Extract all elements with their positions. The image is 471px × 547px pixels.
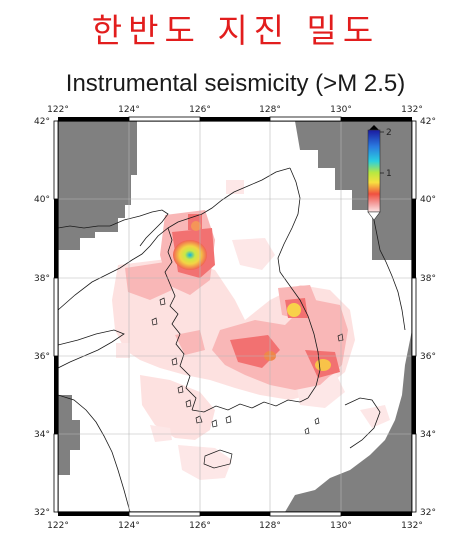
lon-label: 126° — [189, 521, 211, 531]
colorbar-max-arrow — [369, 125, 379, 130]
no-data-region-southwest — [58, 395, 80, 475]
lat-label: 36° — [34, 352, 50, 362]
lat-labels-left: 42° 40° 38° 36° 34° 32° — [34, 117, 50, 518]
lon-label: 122° — [47, 105, 69, 115]
lat-label: 42° — [34, 117, 50, 127]
lon-label: 124° — [118, 521, 140, 531]
map-frame — [53, 116, 417, 517]
no-data-region-northeast — [295, 121, 412, 260]
lat-label: 36° — [420, 352, 436, 362]
lon-label: 126° — [189, 105, 211, 115]
no-data-region-southeast — [285, 330, 412, 512]
lat-label: 32° — [34, 508, 50, 518]
jeju-island — [203, 449, 233, 469]
lon-label: 130° — [330, 521, 352, 531]
colorbar-tick-label: 2 — [386, 128, 392, 138]
seismicity-density-layer — [112, 180, 390, 480]
lon-label: 124° — [118, 105, 140, 115]
lat-label: 38° — [420, 274, 436, 284]
lat-label: 38° — [34, 274, 50, 284]
lon-label: 128° — [259, 521, 281, 531]
lon-label: 132° — [401, 521, 423, 531]
lat-label: 40° — [34, 195, 50, 205]
graticule — [58, 121, 412, 512]
lat-label: 34° — [34, 430, 50, 440]
lat-label: 40° — [420, 195, 436, 205]
lon-label: 122° — [47, 521, 69, 531]
ulleung-island — [337, 333, 344, 342]
coastlines — [58, 167, 406, 512]
lon-labels-top: 122° 124° 126° 128° 130° 132° — [47, 105, 423, 115]
lon-label: 132° — [401, 105, 423, 115]
lat-label: 42° — [420, 117, 436, 127]
colorbar-tick-label: 1 — [386, 169, 392, 179]
colorbar: 2 1 — [367, 125, 392, 221]
colorbar-min-arrow — [367, 211, 381, 221]
lat-label: 34° — [420, 430, 436, 440]
map-title: Instrumental seismicity (>M 2.5) — [65, 70, 406, 97]
korean-title: 한반도 지진 밀도 — [91, 11, 380, 50]
lon-labels-bottom: 122° 124° 126° 128° 130° 132° — [47, 521, 423, 531]
lon-label: 130° — [330, 105, 352, 115]
lat-label: 32° — [420, 508, 436, 518]
lat-labels-right: 42° 40° 38° 36° 34° 32° — [420, 117, 436, 518]
islands — [151, 297, 344, 469]
lon-label: 128° — [259, 105, 281, 115]
no-data-region-northwest — [58, 121, 137, 250]
